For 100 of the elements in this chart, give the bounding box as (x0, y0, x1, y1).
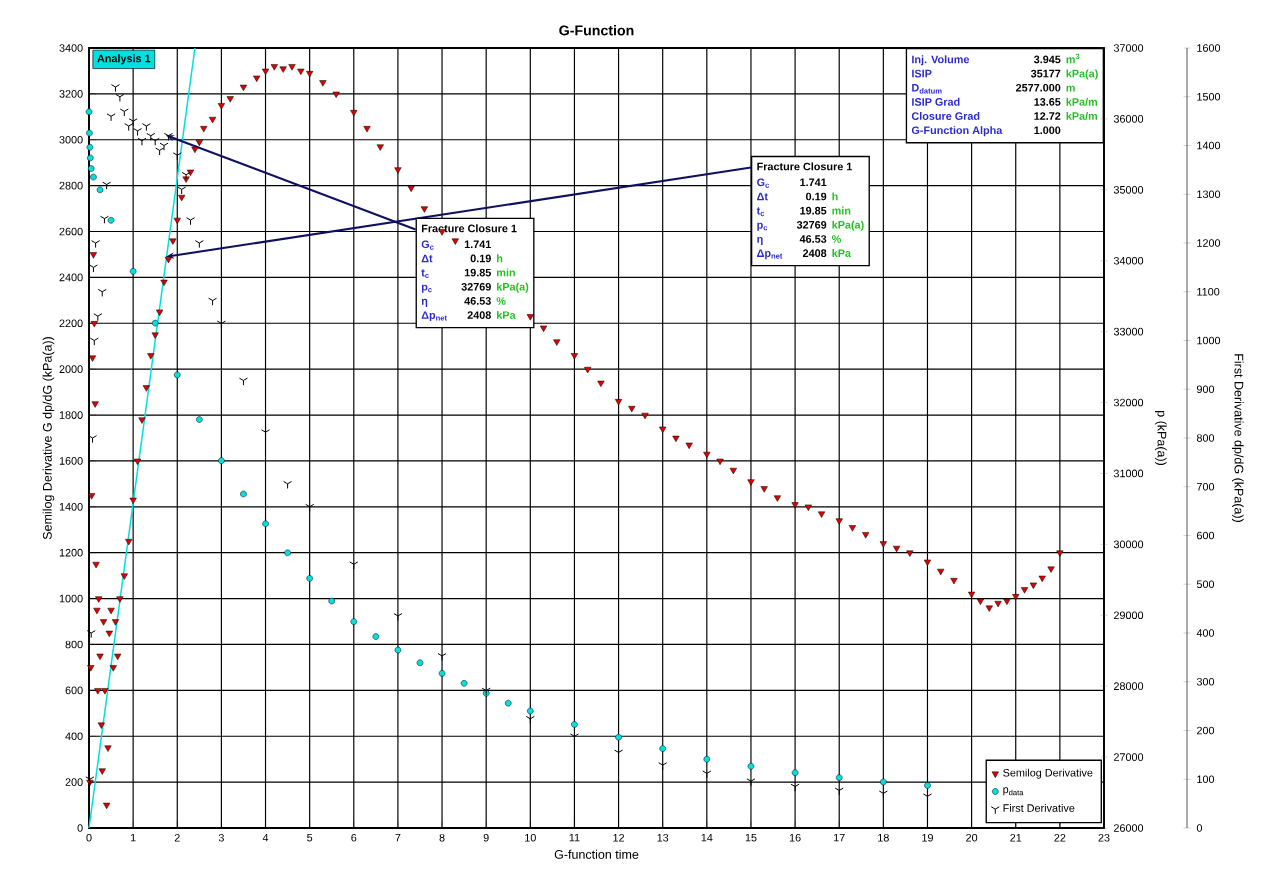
y-tick-label: 2200 (59, 319, 83, 328)
annotation: Δt (757, 192, 768, 201)
annotation: h (497, 254, 503, 263)
y-tick-label: 1000 (59, 594, 83, 603)
point (93, 313, 103, 322)
y3-tick-label: 1400 (1197, 141, 1221, 150)
y3-tick-label: 1300 (1197, 190, 1221, 199)
point (525, 715, 535, 724)
y-tick-label: 0 (77, 824, 83, 832)
point (85, 108, 93, 116)
point (328, 597, 335, 605)
x-tick-label: 17 (834, 833, 845, 842)
point (238, 377, 248, 386)
annotation: h (832, 192, 838, 201)
annotation: Analysis 1 (97, 54, 151, 65)
y2-tick-label: 32000 (1113, 398, 1144, 407)
annotation: t$_{c}$ (756, 207, 765, 217)
point (283, 480, 293, 489)
point (571, 721, 578, 728)
point (615, 733, 622, 741)
x-tick-label: 11 (569, 833, 580, 842)
point (137, 137, 147, 146)
y2-tick-label: 27000 (1113, 753, 1144, 761)
point (99, 215, 109, 224)
point (460, 680, 468, 687)
y2-tick-label: 34000 (1113, 256, 1144, 265)
annotation: Fracture Closure 1 (421, 224, 517, 233)
point (240, 490, 247, 498)
x-tick-label: 10 (525, 833, 536, 842)
y2-tick-label: 35000 (1113, 185, 1144, 194)
annotation: kPa(a) (832, 220, 864, 231)
point (87, 165, 95, 172)
annotation: Closure Grad (911, 111, 980, 120)
x-tick-label: 19 (922, 833, 933, 842)
annotation: 0.19 (470, 254, 491, 263)
annotation: ISIP (912, 69, 932, 78)
y-tick-label: 2400 (59, 273, 83, 282)
annotation: G$_{c}$ (421, 240, 434, 250)
annotation: p$_{c}$ (757, 222, 768, 231)
y-tick-label: 3400 (59, 44, 83, 52)
y2-tick-label: 28000 (1113, 682, 1144, 690)
y2-tick-label: 29000 (1113, 611, 1144, 620)
x-tick-label: 3 (218, 833, 224, 842)
annotation: % (496, 297, 506, 305)
annotation: Δp$_{net}$ (757, 249, 783, 260)
x-tick-label: 14 (701, 833, 713, 842)
y3-tick-label: 900 (1196, 385, 1215, 394)
point (702, 770, 712, 779)
point (194, 240, 204, 249)
x-tick-label: 21 (1010, 833, 1022, 842)
point (89, 337, 99, 346)
annotation: 12.72 (1034, 112, 1061, 120)
y3-tick-label: 1200 (1197, 239, 1221, 247)
point (86, 630, 96, 639)
point (372, 633, 380, 640)
point (115, 93, 125, 102)
y2-tick-label: 33000 (1113, 327, 1144, 336)
annotation: D$_{datum}$ (912, 84, 942, 94)
point (141, 123, 151, 132)
y3-tick-label: 1500 (1197, 92, 1221, 101)
annotation: Fracture Closure 1 (757, 162, 853, 171)
point (208, 297, 218, 306)
annotation: kPa/m (1066, 111, 1098, 121)
point (151, 319, 159, 327)
point (196, 416, 203, 423)
x-tick-label: 2 (174, 833, 180, 842)
annotation: 1.000 (1034, 126, 1061, 135)
x-tick-label: 7 (395, 833, 401, 842)
point (350, 618, 358, 625)
y3-tick-label: 700 (1197, 482, 1215, 491)
y2-tick-label: 31000 (1113, 469, 1144, 478)
annotation: η (757, 236, 763, 245)
y-tick-label: 600 (65, 686, 83, 695)
annotation: ISIP Grad (912, 97, 960, 106)
x-axis-title: G-function time (554, 849, 639, 859)
y3-tick-label: 1600 (1197, 44, 1221, 52)
point (128, 118, 138, 127)
point (146, 132, 156, 141)
annotation: G$_{c}$ (757, 178, 770, 188)
point (262, 520, 269, 528)
y3-tick-label: 800 (1196, 434, 1215, 442)
annotation: kPa (832, 249, 852, 257)
point (87, 154, 94, 162)
annotation: 32769 (461, 282, 491, 291)
point (216, 320, 226, 329)
point (305, 503, 315, 512)
y3-tick-label: 0 (1196, 824, 1203, 832)
point (835, 774, 843, 781)
x-tick-label: 5 (307, 833, 313, 842)
annotation: 19.85 (464, 268, 491, 277)
y2-tick-label: 30000 (1113, 540, 1144, 549)
point (527, 707, 534, 715)
x-tick-label: 6 (351, 833, 357, 842)
annotation: 1.741 (800, 178, 827, 187)
x-tick-label: 23 (1098, 833, 1110, 842)
y-tick-label: 2800 (59, 181, 83, 190)
point (102, 181, 112, 190)
annotation: 2408 (802, 249, 827, 257)
point (96, 186, 104, 194)
point (614, 749, 624, 758)
